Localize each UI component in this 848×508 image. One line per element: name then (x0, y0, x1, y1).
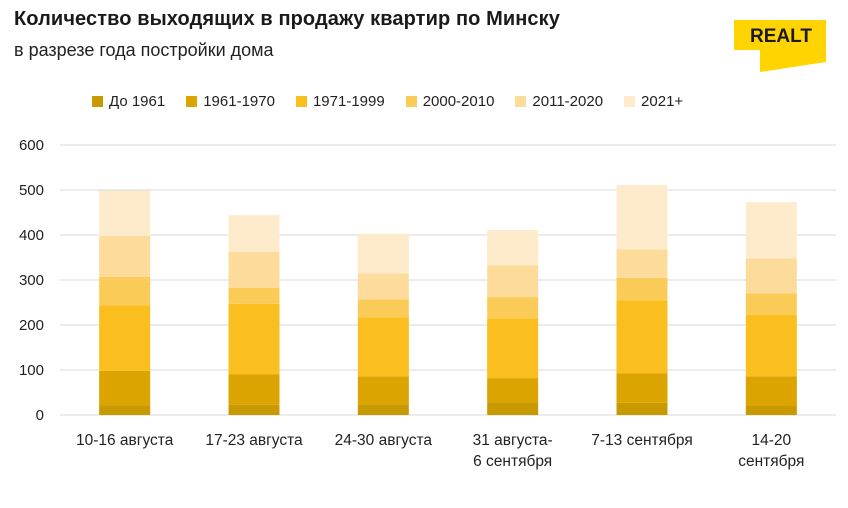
bar-segment (228, 374, 280, 405)
y-tick-label: 100 (19, 362, 44, 379)
bar-segment (487, 318, 539, 379)
x-tick-label: 24-30 августа (335, 432, 433, 449)
bar-segment (487, 378, 539, 403)
legend-item: 2011-2020 (515, 93, 603, 110)
bar-segment (99, 235, 151, 277)
bar-segment (357, 273, 409, 300)
legend-item: 2021+ (624, 93, 683, 110)
legend-item: 2000-2010 (405, 93, 495, 110)
bar-segment (745, 376, 797, 406)
bar-segment (745, 314, 797, 377)
bar-segment (228, 251, 280, 288)
bar-segment (745, 258, 797, 294)
bar-segment (616, 249, 668, 278)
bar-segment (745, 406, 797, 415)
y-tick-label: 200 (19, 317, 44, 334)
bar-segment (99, 370, 151, 406)
bar-segment (99, 405, 151, 415)
legend-label: 1961-1970 (203, 93, 275, 110)
bar-segment (228, 287, 280, 304)
legend-swatch (186, 96, 198, 107)
bar-segment (745, 202, 797, 259)
bar-segment (616, 373, 668, 403)
stacked-bar-chart: 0 100 200 300 400 500 600 10-16 августа 17-23 ав… (19, 137, 836, 470)
bar-segment (357, 317, 409, 377)
legend-label: 2000-2010 (422, 93, 495, 110)
legend-swatch (405, 96, 417, 107)
logo-text: REALT (750, 26, 812, 47)
chart-title: Количество выходящих в продажу квартир п… (14, 8, 560, 30)
legend-swatch (295, 96, 307, 107)
realt-logo[interactable]: REALT (732, 20, 832, 72)
legend-swatch (624, 96, 636, 107)
y-tick-label: 0 (36, 407, 44, 424)
bar-segment (228, 404, 280, 415)
bar-segment (745, 293, 797, 315)
bar-segment (357, 376, 409, 405)
legend-swatch (515, 96, 527, 107)
legend-label: 2021+ (641, 93, 684, 110)
bar-segment (487, 402, 539, 415)
bar-segment (357, 233, 409, 274)
bar-segment (487, 265, 539, 298)
realt-logo-icon: REALT (734, 20, 826, 72)
legend-label: 1971-1999 (312, 93, 385, 110)
bar-segment (487, 230, 539, 266)
x-tick-label: 31 августа- (473, 432, 553, 449)
x-tick-label: сентября (738, 453, 804, 470)
bar-segment (357, 404, 409, 415)
y-tick-label: 600 (19, 137, 44, 154)
legend-item: 1971-1999 (295, 93, 385, 110)
bar-segment (357, 299, 409, 318)
legend-label: 2011-2020 (532, 93, 604, 110)
y-tick-label: 400 (19, 227, 44, 244)
x-tick-label: 10-16 августа (76, 432, 174, 449)
y-tick-label: 300 (19, 272, 44, 289)
chart-legend: До 1961 1961-1970 1971-1999 2000-2010 2011-2… (92, 93, 704, 110)
x-tick-label: 7-13 сентября (591, 432, 692, 449)
bar-segment (616, 185, 668, 250)
bar-segment (616, 277, 668, 301)
legend-label: До 1961 (109, 93, 166, 110)
bar-segment (99, 305, 151, 371)
x-tick-label: 17-23 августа (205, 432, 303, 449)
bar-segment (616, 300, 668, 374)
legend-swatch (92, 96, 103, 107)
legend-item: 1961-1970 (186, 93, 275, 110)
logo-background (734, 20, 826, 72)
bar-segment (228, 303, 280, 375)
x-tick-label: 14-20 (752, 432, 792, 449)
bar-segment (99, 190, 151, 236)
y-tick-label: 500 (19, 182, 44, 199)
bar-segment (99, 276, 151, 306)
x-tick-label: 6 сентября (473, 453, 552, 470)
bar-segment (228, 215, 280, 252)
bar-segment (616, 402, 668, 415)
legend-item: До 1961 (92, 93, 165, 110)
chart-subtitle: в разрезе года постройки дома (14, 40, 274, 60)
bar-segment (487, 297, 539, 319)
